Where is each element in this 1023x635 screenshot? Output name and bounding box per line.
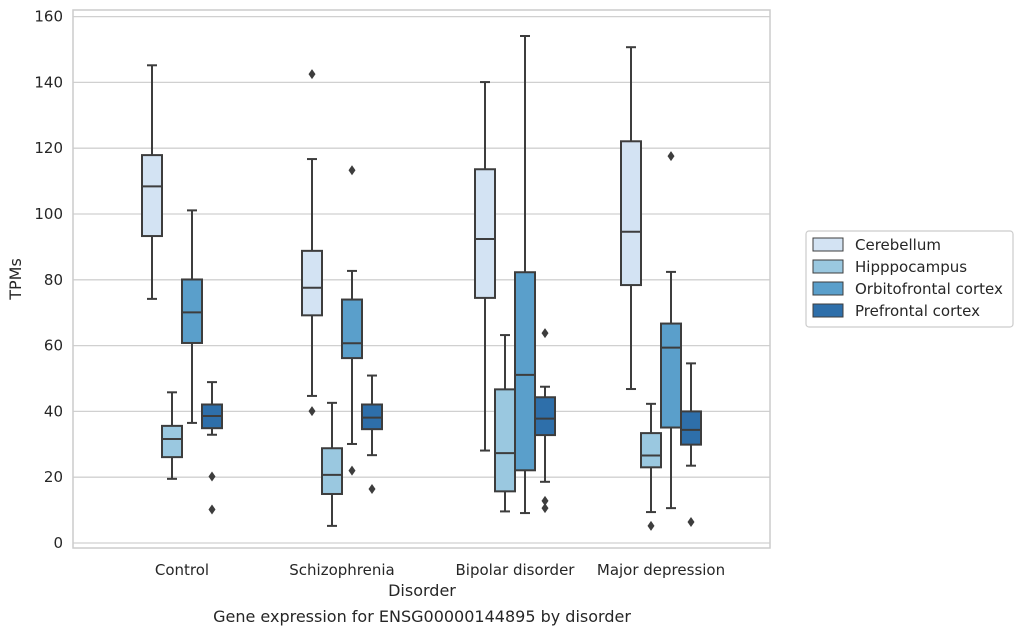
y-axis-label: TPMs — [6, 258, 25, 301]
box-iqr — [514, 271, 536, 472]
box-iqr — [620, 140, 642, 287]
box-iqr — [680, 410, 702, 446]
outlier-point — [541, 503, 549, 514]
legend-swatch — [812, 303, 844, 318]
outlier-point — [308, 69, 316, 80]
x-tick-label: Control — [155, 561, 209, 579]
y-tick-label: 140 — [34, 73, 63, 91]
outlier-point — [348, 165, 356, 176]
outlier-point — [308, 406, 316, 417]
box-group — [534, 328, 556, 514]
box-group — [361, 374, 383, 495]
box-iqr — [534, 396, 556, 437]
legend-swatch — [812, 281, 844, 296]
box-iqr — [494, 388, 516, 493]
legend-label: Hipppocampus — [855, 258, 967, 276]
box-iqr — [321, 447, 343, 495]
y-tick-label: 100 — [34, 205, 63, 223]
legend-swatch — [812, 259, 844, 274]
box-group — [660, 151, 682, 510]
y-tick-label: 0 — [53, 534, 63, 552]
box-iqr — [301, 249, 323, 317]
y-tick-label: 60 — [44, 337, 63, 355]
plot-frame — [72, 9, 771, 549]
legend: Cerebellum Hipppocampus Orbitofrontal cort… — [805, 230, 1014, 328]
box-group — [341, 165, 363, 476]
outlier-point — [687, 516, 695, 527]
gridlines — [73, 15, 770, 544]
legend-label: Cerebellum — [855, 236, 941, 254]
y-tick-label: 20 — [44, 468, 63, 486]
outlier-point — [368, 484, 376, 495]
box-iqr — [474, 168, 496, 299]
y-tick-labels: 0 20 40 60 80 100 120 140 160 — [34, 8, 63, 552]
x-tick-labels: Control Schizophrenia Bipolar disorder Majo… — [155, 561, 725, 579]
box-iqr — [141, 154, 163, 238]
outlier-point — [647, 520, 655, 531]
box-iqr — [341, 298, 363, 360]
box-group — [474, 81, 496, 452]
y-tick-label: 160 — [34, 8, 63, 26]
box-group — [680, 362, 702, 527]
x-tick-label: Major depression — [597, 561, 725, 579]
x-tick-label: Schizophrenia — [289, 561, 394, 579]
outlier-point — [348, 465, 356, 476]
box-iqr — [181, 278, 203, 344]
legend-frame — [805, 230, 1014, 328]
x-tick-label: Bipolar disorder — [456, 561, 576, 579]
box-group — [321, 401, 343, 527]
box-group — [301, 69, 323, 417]
outlier-point — [208, 471, 216, 482]
box-group — [620, 46, 642, 391]
box-iqr — [660, 322, 682, 429]
y-tick-label: 40 — [44, 402, 63, 420]
box-group — [514, 35, 536, 515]
box-group — [181, 209, 203, 424]
outlier-point — [541, 495, 549, 506]
box-iqr — [161, 424, 183, 459]
legend-label: Orbitofrontal cortex — [855, 280, 1003, 298]
y-tick-label: 120 — [34, 139, 63, 157]
outlier-point — [541, 328, 549, 339]
legend-swatch — [812, 237, 844, 252]
boxes — [141, 35, 702, 531]
outlier-point — [667, 151, 675, 162]
chart-caption: Gene expression for ENSG00000144895 by d… — [213, 607, 631, 626]
outlier-point — [208, 504, 216, 515]
box-group — [161, 391, 183, 480]
box-group — [201, 381, 223, 515]
y-tick-label: 80 — [44, 271, 63, 289]
box-group — [494, 334, 516, 513]
box-iqr — [640, 432, 662, 469]
x-axis-label: Disorder — [388, 581, 456, 600]
box-group — [640, 402, 662, 531]
box-group — [141, 64, 163, 300]
legend-label: Prefrontal cortex — [855, 302, 980, 320]
